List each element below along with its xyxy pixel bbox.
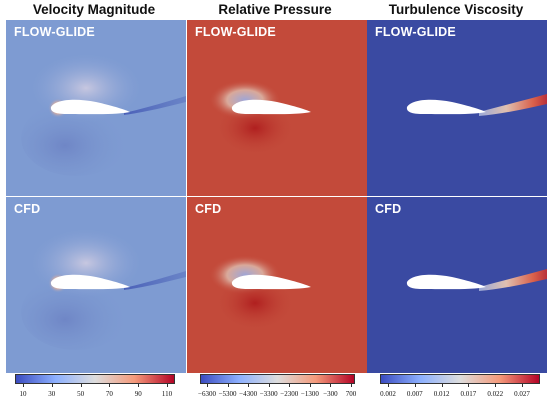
pressure-colorbar-gradient [200,374,355,384]
colorbar-tick-label: −1300 [300,390,319,398]
colorbar-tick-label: −300 [323,390,338,398]
colorbar-tick [138,384,140,387]
colorbar-tick-label: 50 [77,390,85,398]
velocity-field-image [6,20,186,196]
colorbar-tick [351,384,352,387]
colorbar-tick-label: −6300 [198,390,216,398]
viscosity-cfd-panel: CFD [367,197,547,373]
pressure-field-image [187,197,367,373]
colorbar-tick-label: 0.007 [406,390,423,398]
colorbar-tick-label: 110 [161,390,173,398]
viscosity-field-image [367,197,547,373]
cfd-label: CFD [14,202,41,216]
velocity-colorbar-gradient [15,374,175,384]
flow-glide-label: FLOW-GLIDE [195,25,276,39]
colorbar-tick [289,384,291,387]
colorbar-tick-label: 0.027 [514,390,530,398]
colorbar-tick-label: 30 [48,390,56,398]
colorbar-tick [23,384,24,387]
velocity-cfd-panel: CFD [6,197,186,373]
cfd-label: CFD [375,202,402,216]
colorbar-tick [268,384,270,387]
colorbar-tick-label: −3300 [259,390,278,398]
colorbar-tick-label: 10 [19,390,27,398]
colorbar-tick-label: 90 [134,390,142,398]
colorbar-tick-label: −5300 [218,390,237,398]
colorbar-tick-label: −2300 [280,390,299,398]
pressure-field-image [187,20,367,196]
colorbar-tick-label: 0.022 [487,390,504,398]
pressure-flowglide-panel: FLOW-GLIDE [187,20,367,196]
colorbar-tick-label: −4300 [239,390,258,398]
colorbar-tick-label: 700 [345,390,357,398]
colorbar-tick [468,384,470,387]
flow-glide-label: FLOW-GLIDE [375,25,456,39]
velocity-flowglide-panel: FLOW-GLIDE [6,20,186,196]
colorbar-tick [414,384,416,387]
colorbar-tick [227,384,229,387]
cfd-label: CFD [195,202,222,216]
viscosity-field-image [367,20,547,196]
turbulence-viscosity-title: Turbulence Viscosity [388,2,524,17]
colorbar-tick [441,384,443,387]
viscosity-colorbar-gradient [380,374,540,384]
flow-glide-label: FLOW-GLIDE [14,25,95,39]
colorbar-tick-label: 0.002 [380,390,396,398]
colorbar-tick [51,384,53,387]
colorbar-tick [80,384,82,387]
colorbar-tick [309,384,311,387]
velocity-field-image [6,197,186,373]
colorbar-tick [207,384,208,387]
colorbar-tick [495,384,497,387]
relative-pressure-title: Relative Pressure [218,2,332,17]
colorbar-tick [248,384,250,387]
colorbar-tick-label: 0.017 [460,390,477,398]
colorbar-tick-label: 0.012 [433,390,450,398]
velocity-magnitude-title: Velocity Magnitude [32,2,156,17]
colorbar-tick [388,384,389,387]
colorbar-tick-label: 70 [105,390,113,398]
colorbar-tick [109,384,111,387]
colorbar-tick [167,384,168,387]
pressure-cfd-panel: CFD [187,197,367,373]
colorbar-tick [522,384,523,387]
viscosity-flowglide-panel: FLOW-GLIDE [367,20,547,196]
colorbar-tick [330,384,332,387]
